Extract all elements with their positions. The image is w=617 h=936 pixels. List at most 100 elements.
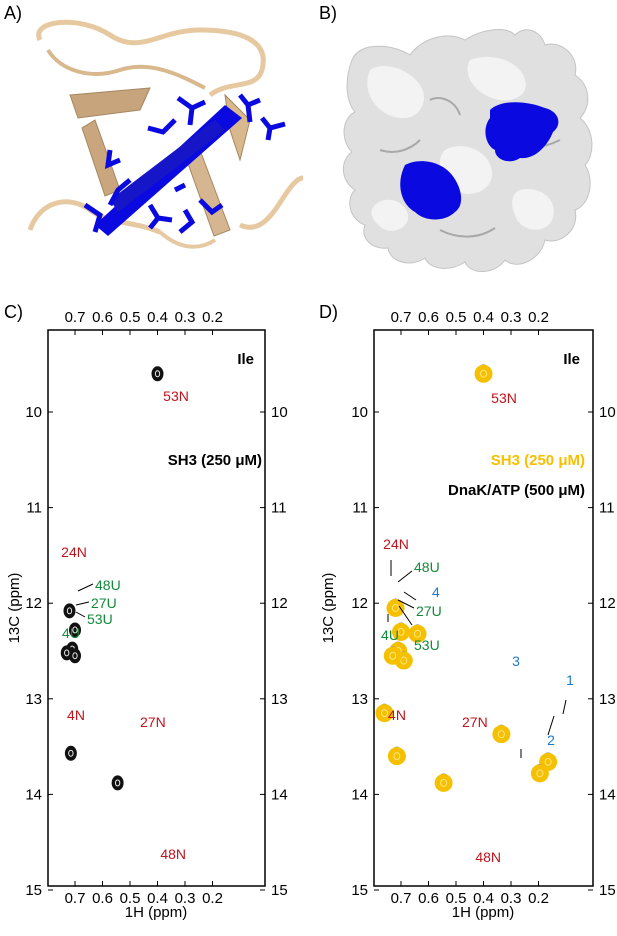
peak xyxy=(111,775,124,791)
peak-contour-outer xyxy=(392,622,410,641)
x-tick-top-label: 0.5 xyxy=(120,309,141,326)
panel-letter-b: B) xyxy=(319,3,337,23)
x-tick-bottom-label: 0.2 xyxy=(528,890,549,907)
molecular-surface xyxy=(342,29,593,272)
y-tick-right-label: 11 xyxy=(271,500,287,517)
y-tick-left-label: 10 xyxy=(351,404,368,421)
beta-strand-1 xyxy=(69,87,151,119)
peak-contour-outer xyxy=(492,725,511,744)
peak-label: 53U xyxy=(87,611,113,627)
surface-crease-2 xyxy=(379,139,421,153)
peak xyxy=(492,724,511,744)
y-tick-right-label: 14 xyxy=(599,786,616,803)
peak-label: 4N xyxy=(67,707,85,723)
peak-contour-outer xyxy=(60,645,73,661)
x-tick-bottom-label: 0.6 xyxy=(418,890,439,907)
peak xyxy=(375,703,394,723)
peak-contour-inner xyxy=(66,607,73,615)
peak xyxy=(69,622,81,638)
peak-label: 48U xyxy=(95,577,121,593)
peak-contour-inner xyxy=(154,370,161,378)
plot-frame-d xyxy=(373,329,594,887)
surface-crease-4 xyxy=(439,227,496,238)
legend-entry-sh3: SH3 (250 μM) xyxy=(491,452,585,469)
x-tick-bottom-label: 0.4 xyxy=(147,890,168,907)
legend-entry-sh3: SH3 (250 μM) xyxy=(168,452,262,469)
stick-bundle-2 xyxy=(110,120,225,212)
leader-lines-d xyxy=(387,560,567,758)
peak-label: 53N xyxy=(491,390,517,406)
surface-highlight-2 xyxy=(467,56,526,101)
peak xyxy=(474,364,493,383)
loop-bottom-right xyxy=(238,175,304,230)
y-tick-right-label: 12 xyxy=(599,595,616,612)
peak-label: 27U xyxy=(416,603,442,619)
peak xyxy=(63,603,76,619)
y-tick-left-label: 11 xyxy=(352,500,368,517)
peak-label: 27U xyxy=(91,595,117,611)
peak-contour-outer xyxy=(386,598,405,617)
x-tick-bottom-label: 0.3 xyxy=(501,890,522,907)
peak-contour-inner xyxy=(400,656,408,665)
peak-contour-inner xyxy=(68,749,74,757)
legend-entry-dnak: DnaK/ATP (500 μM) xyxy=(448,482,585,499)
peak xyxy=(386,598,405,617)
peak-contour-inner xyxy=(536,769,544,778)
peak xyxy=(151,366,164,382)
peak-contour-outer xyxy=(375,704,394,723)
nucleus-title: Ile xyxy=(237,351,254,368)
y-tick-right-label: 11 xyxy=(599,500,615,517)
peak-label: 4 xyxy=(432,584,440,600)
x-tick-bottom-label: 0.6 xyxy=(92,890,113,907)
binding-patch-upper xyxy=(485,102,559,162)
peak-label: 2 xyxy=(547,732,555,748)
peak xyxy=(392,622,410,641)
y-tick-right-label: 12 xyxy=(271,595,288,612)
peak-contour-inner xyxy=(440,778,448,787)
peak-contour-outer xyxy=(63,603,76,619)
loop-bottom xyxy=(158,230,217,249)
side-chain-sticks xyxy=(83,93,286,234)
y-tick-left-label: 12 xyxy=(25,595,42,612)
tick-layer-c xyxy=(48,330,265,891)
y-tick-left-label: 14 xyxy=(25,786,42,803)
peak-contour-inner xyxy=(393,752,401,761)
x-tick-bottom-label: 0.7 xyxy=(391,890,412,907)
peak xyxy=(387,746,406,766)
panel-letter-a: A) xyxy=(4,3,22,23)
loop-top xyxy=(36,19,266,98)
peak xyxy=(383,646,402,665)
beta-strand-2 xyxy=(81,119,121,197)
peak-contour-inner xyxy=(544,757,552,766)
peak-label: 24N xyxy=(383,536,409,552)
y-tick-right-label: 14 xyxy=(271,786,288,803)
x-tick-top-label: 0.6 xyxy=(418,309,439,326)
peak xyxy=(64,745,77,761)
surface-highlight-5 xyxy=(371,199,409,231)
peak-label: 4N xyxy=(388,707,406,723)
panel-letter-d: D) xyxy=(319,302,338,322)
peak-contour-outer xyxy=(111,775,124,791)
peak-label: 53N xyxy=(163,388,189,404)
y-tick-left-label: 14 xyxy=(351,786,368,803)
x-tick-top-label: 0.4 xyxy=(147,309,168,326)
x-tick-top-label: 0.5 xyxy=(446,309,467,326)
peak-contour-outer xyxy=(387,747,406,766)
y-tick-right-label: 15 xyxy=(599,882,616,899)
peak-contour-outer xyxy=(64,745,77,761)
peak xyxy=(434,773,453,792)
x-tick-bottom-label: 0.7 xyxy=(65,890,86,907)
x-tick-bottom-label: 0.5 xyxy=(120,890,141,907)
tick-layer-d xyxy=(374,330,593,891)
y-axis-title: 13C (ppm) xyxy=(6,573,23,644)
y-axis-title: 13C (ppm) xyxy=(320,573,337,644)
peak-label: 48U xyxy=(414,559,440,575)
loop-inner xyxy=(46,48,206,90)
peak-label: 48N xyxy=(160,846,186,862)
x-tick-bottom-label: 0.3 xyxy=(175,890,196,907)
peak xyxy=(530,763,549,783)
binding-patch-lower xyxy=(400,161,462,220)
peak-label: 4U xyxy=(381,627,399,643)
peak-contour-inner xyxy=(480,369,487,378)
